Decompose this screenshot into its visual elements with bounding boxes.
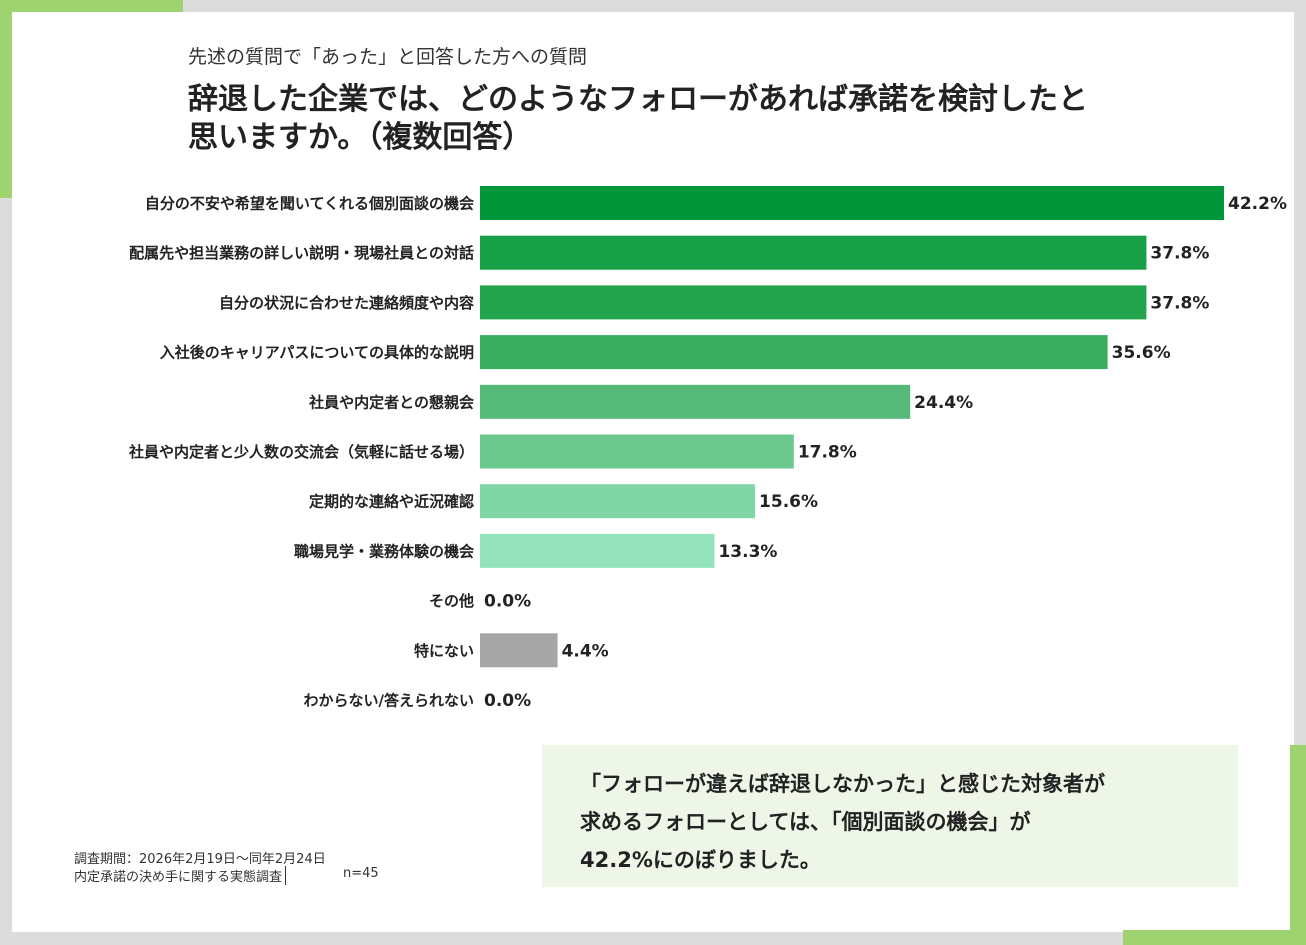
- bar: [480, 285, 1147, 320]
- category-label: 特にない: [414, 642, 474, 660]
- value-label: 35.6%: [1112, 343, 1171, 363]
- category-label: 配属先や担当業務の詳しい説明・現場社員との対話: [129, 244, 474, 262]
- bar: [480, 235, 1147, 270]
- category-label: 定期的な連絡や近況確認: [309, 493, 474, 511]
- footer-text: n=45: [343, 866, 379, 881]
- corner-accent: [0, 0, 183, 14]
- bar: [480, 633, 558, 668]
- category-label: 自分の不安や希望を聞いてくれる個別面談の機会: [145, 195, 474, 213]
- value-label: 15.6%: [759, 492, 818, 512]
- chart: 自分の不安や希望を聞いてくれる個別面談の機会 42.2% 配属先や担当業務の詳しい説…: [128, 186, 1287, 711]
- value-label: 37.8%: [1150, 244, 1209, 264]
- bar: [480, 434, 794, 469]
- value-label: 37.8%: [1150, 293, 1209, 313]
- value-label: 0.0%: [484, 691, 531, 711]
- category-label: 社員や内定者との懇親会: [308, 393, 474, 411]
- note-text: 求めるフォローとしては、「個別面談の機会」が: [580, 810, 1031, 834]
- bar: [480, 484, 756, 519]
- category-label: 社員や内定者と少人数の交流会（気軽に話せる場）: [128, 443, 474, 461]
- note-box: [542, 745, 1238, 887]
- category-label: その他: [429, 592, 474, 610]
- bar: [480, 533, 715, 568]
- value-label: 42.2%: [1228, 194, 1287, 214]
- value-label: 4.4%: [562, 641, 609, 661]
- value-label: 13.3%: [718, 542, 777, 562]
- chart-title: 思いますか。（複数回答）: [188, 120, 533, 155]
- bar: [480, 186, 1224, 220]
- category-label: 入社後のキャリアパスについての具体的な説明: [160, 344, 474, 362]
- corner-accent: [0, 0, 14, 198]
- note-text: 「フォローが違えば辞退しなかった」と感じた対象者が: [580, 772, 1105, 796]
- bar: [480, 384, 911, 419]
- corner-accent: [1123, 930, 1306, 945]
- value-label: 17.8%: [798, 443, 857, 463]
- category-label: 自分の状況に合わせた連絡頻度や内容: [219, 294, 474, 312]
- value-label: 0.0%: [484, 592, 531, 612]
- corner-accent: [1290, 745, 1306, 945]
- category-label: 職場見学・業務体験の機会: [294, 542, 474, 560]
- footer-text: 調査期間：2026年2月19日〜同年2月24日: [74, 852, 326, 867]
- value-label: 24.4%: [914, 393, 973, 413]
- chart-title: 辞退した企業では、どのようなフォローがあれば承諾を検討したと: [188, 82, 1088, 117]
- footer-text: 内定承諾の決め手に関する実態調査: [74, 866, 287, 885]
- subtitle: 先述の質問で「あった」と回答した方への質問: [188, 46, 588, 68]
- category-label: わからない/答えられない: [304, 692, 474, 710]
- note-text: 42.2%にのぼりました。: [580, 848, 821, 872]
- bar: [480, 335, 1108, 370]
